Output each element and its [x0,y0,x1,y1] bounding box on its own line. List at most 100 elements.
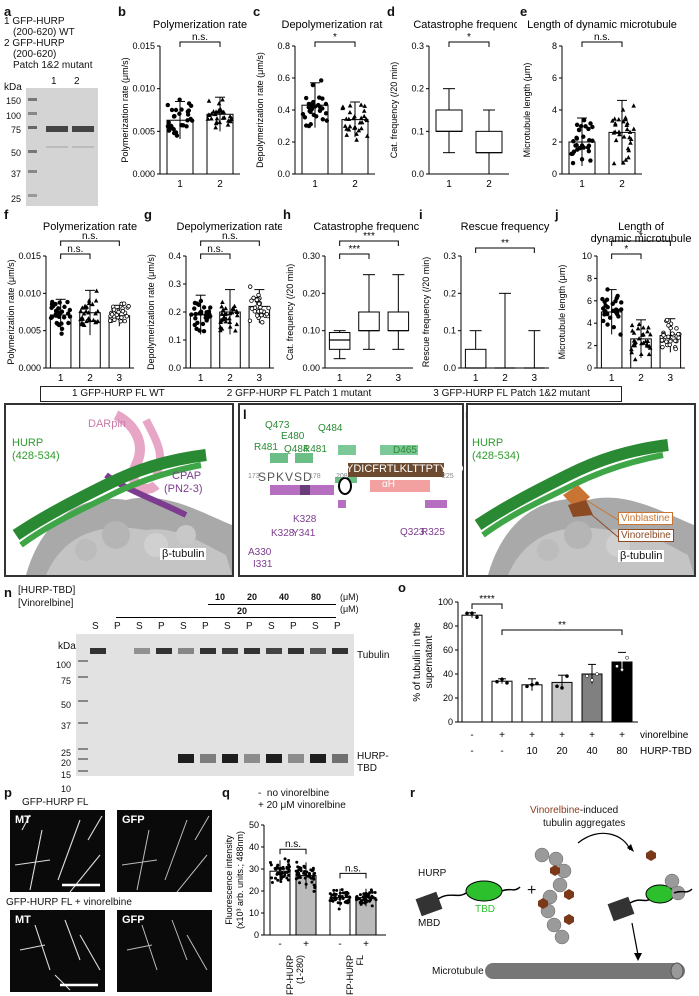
n-lane-label: P [202,621,209,632]
e-data-point [579,157,585,162]
q-data-point [302,871,306,875]
lane2-name: GFP-HURP [12,38,65,49]
q-data-point [359,902,363,906]
j-data-point [648,332,653,337]
q-data-point [334,896,338,900]
b-data-point [179,123,184,128]
h-box [387,311,410,332]
gel-a-kda: kDa [4,82,22,93]
d-title: Catastrophe frequency [413,19,517,31]
n-marker-37: 37 [61,721,72,731]
f-data-point [86,310,91,315]
q-data-point [344,895,348,899]
n-marker-25: 25 [61,748,72,758]
panel-label-j: j [555,207,559,222]
q-data-point [281,865,285,869]
n-conc-10: 10 [215,592,226,602]
n-marker-band [78,676,88,678]
l-r481: R481 [254,442,278,453]
q-sig-bracket [339,872,367,879]
b-data-point [214,119,219,124]
h-y-tick-label: 0.10 [302,326,320,336]
c-data-point [356,128,362,133]
q-data-point [286,866,290,870]
g-data-point [201,329,207,334]
q-data-point [335,888,339,892]
q-data-point [295,860,299,864]
l-num-225: 225 [442,473,454,480]
q-data-point [269,863,273,867]
e-sig-label: n.s. [594,32,610,43]
l-r325: R325 [421,527,445,538]
o-y-label-1: % of tubulin in the [412,622,423,702]
q-data-point [268,860,272,864]
j-data-point [646,351,652,357]
q-data-point [362,892,366,896]
o-tbd-value: 20 [556,746,568,757]
g-data-point [192,300,198,306]
q-data-point [287,863,291,867]
q-data-point [285,870,289,874]
g-y-tick-label: 0.2 [168,307,181,317]
n-conc-20: 20 [247,592,258,602]
g-data-point [260,320,265,325]
j-data-point [611,324,617,330]
n-lane-label: P [246,621,253,632]
c-data-point [358,115,364,120]
l-k328: K328 [293,514,317,525]
g-sig-label: n.s. [207,244,223,255]
j-data-point [629,349,634,355]
e-data-point [631,103,636,108]
e-data-point [624,126,630,132]
n-tubulin-band [266,648,282,654]
p-mt-label-1: MT [15,814,31,826]
b-data-point [177,97,182,102]
f-data-point [67,314,73,319]
c-data-point [323,101,329,107]
c-data-point [306,101,312,107]
r-title-induced: -induced [579,805,619,816]
b-data-point [207,112,212,118]
b-data-point [174,133,180,138]
q-legend-1: no vinorelbine [266,788,330,799]
n-marker-100: 100 [56,660,72,670]
e-data-point [588,158,593,163]
f-data-point [120,308,126,314]
panel-label-a: a [4,4,12,19]
q-data-point [275,872,279,876]
j-y-tick-label: 8 [587,273,592,283]
l-e480: E480 [281,431,305,442]
c-x-tick-label: 1 [312,179,318,190]
panel-label-c: c [253,4,261,19]
b-data-point [217,119,223,125]
j-data-point [659,337,665,343]
j-data-point [676,335,681,340]
c-data-point [361,108,367,113]
o-data-point [470,611,474,616]
e-data-point [586,148,592,154]
j-data-point [661,333,666,338]
n-marker-20: 20 [61,758,72,768]
q-sig-label: n.s. [285,839,301,850]
panel-label-q: q [222,785,230,800]
i-y-tick-label: 0.1 [443,326,456,336]
k-hurp-range: (428-534) [12,450,60,462]
n-vin-conc: 20 [237,606,248,616]
j-data-point [641,340,646,345]
q-y-label-2: (x10³ arb. units.; 488nm) [235,831,245,929]
q-data-point [337,907,341,911]
j-y-tick-label: 2 [587,341,592,351]
e-data-point [611,160,617,166]
g-data-point [256,301,262,306]
e-data-point [574,136,580,141]
n-lane-label: S [180,621,187,632]
lane1-num: 1 [4,16,10,27]
q-data-point [285,876,289,880]
n-conc-40: 40 [279,592,290,602]
j-data-point [605,322,610,327]
genotype-legend: 1 GFP-HURP FL WT 2 GFP-HURP FL Patch 1 m… [40,386,622,402]
g-data-point [189,312,194,317]
l-num-208: 208 [336,473,348,480]
n-hurp-band [266,754,282,763]
o-tbd-value: - [470,746,473,757]
